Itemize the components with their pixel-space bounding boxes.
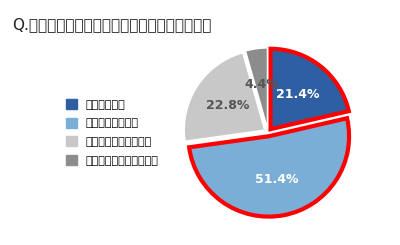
Text: 4.4%: 4.4% <box>244 78 279 91</box>
Wedge shape <box>270 49 349 129</box>
Wedge shape <box>246 48 268 128</box>
Legend: 意識している, 少し意識している, あまり意識していない, まったく意識していない: 意識している, 少し意識している, あまり意識していない, まったく意識していな… <box>63 96 162 169</box>
Text: 21.4%: 21.4% <box>276 88 320 101</box>
Text: 51.4%: 51.4% <box>255 173 298 186</box>
Wedge shape <box>184 53 265 141</box>
Wedge shape <box>189 118 349 217</box>
Text: Q.梅雨時期、食中毒対策を意識していますか。: Q.梅雨時期、食中毒対策を意識していますか。 <box>12 17 211 32</box>
Text: 22.8%: 22.8% <box>206 99 249 112</box>
